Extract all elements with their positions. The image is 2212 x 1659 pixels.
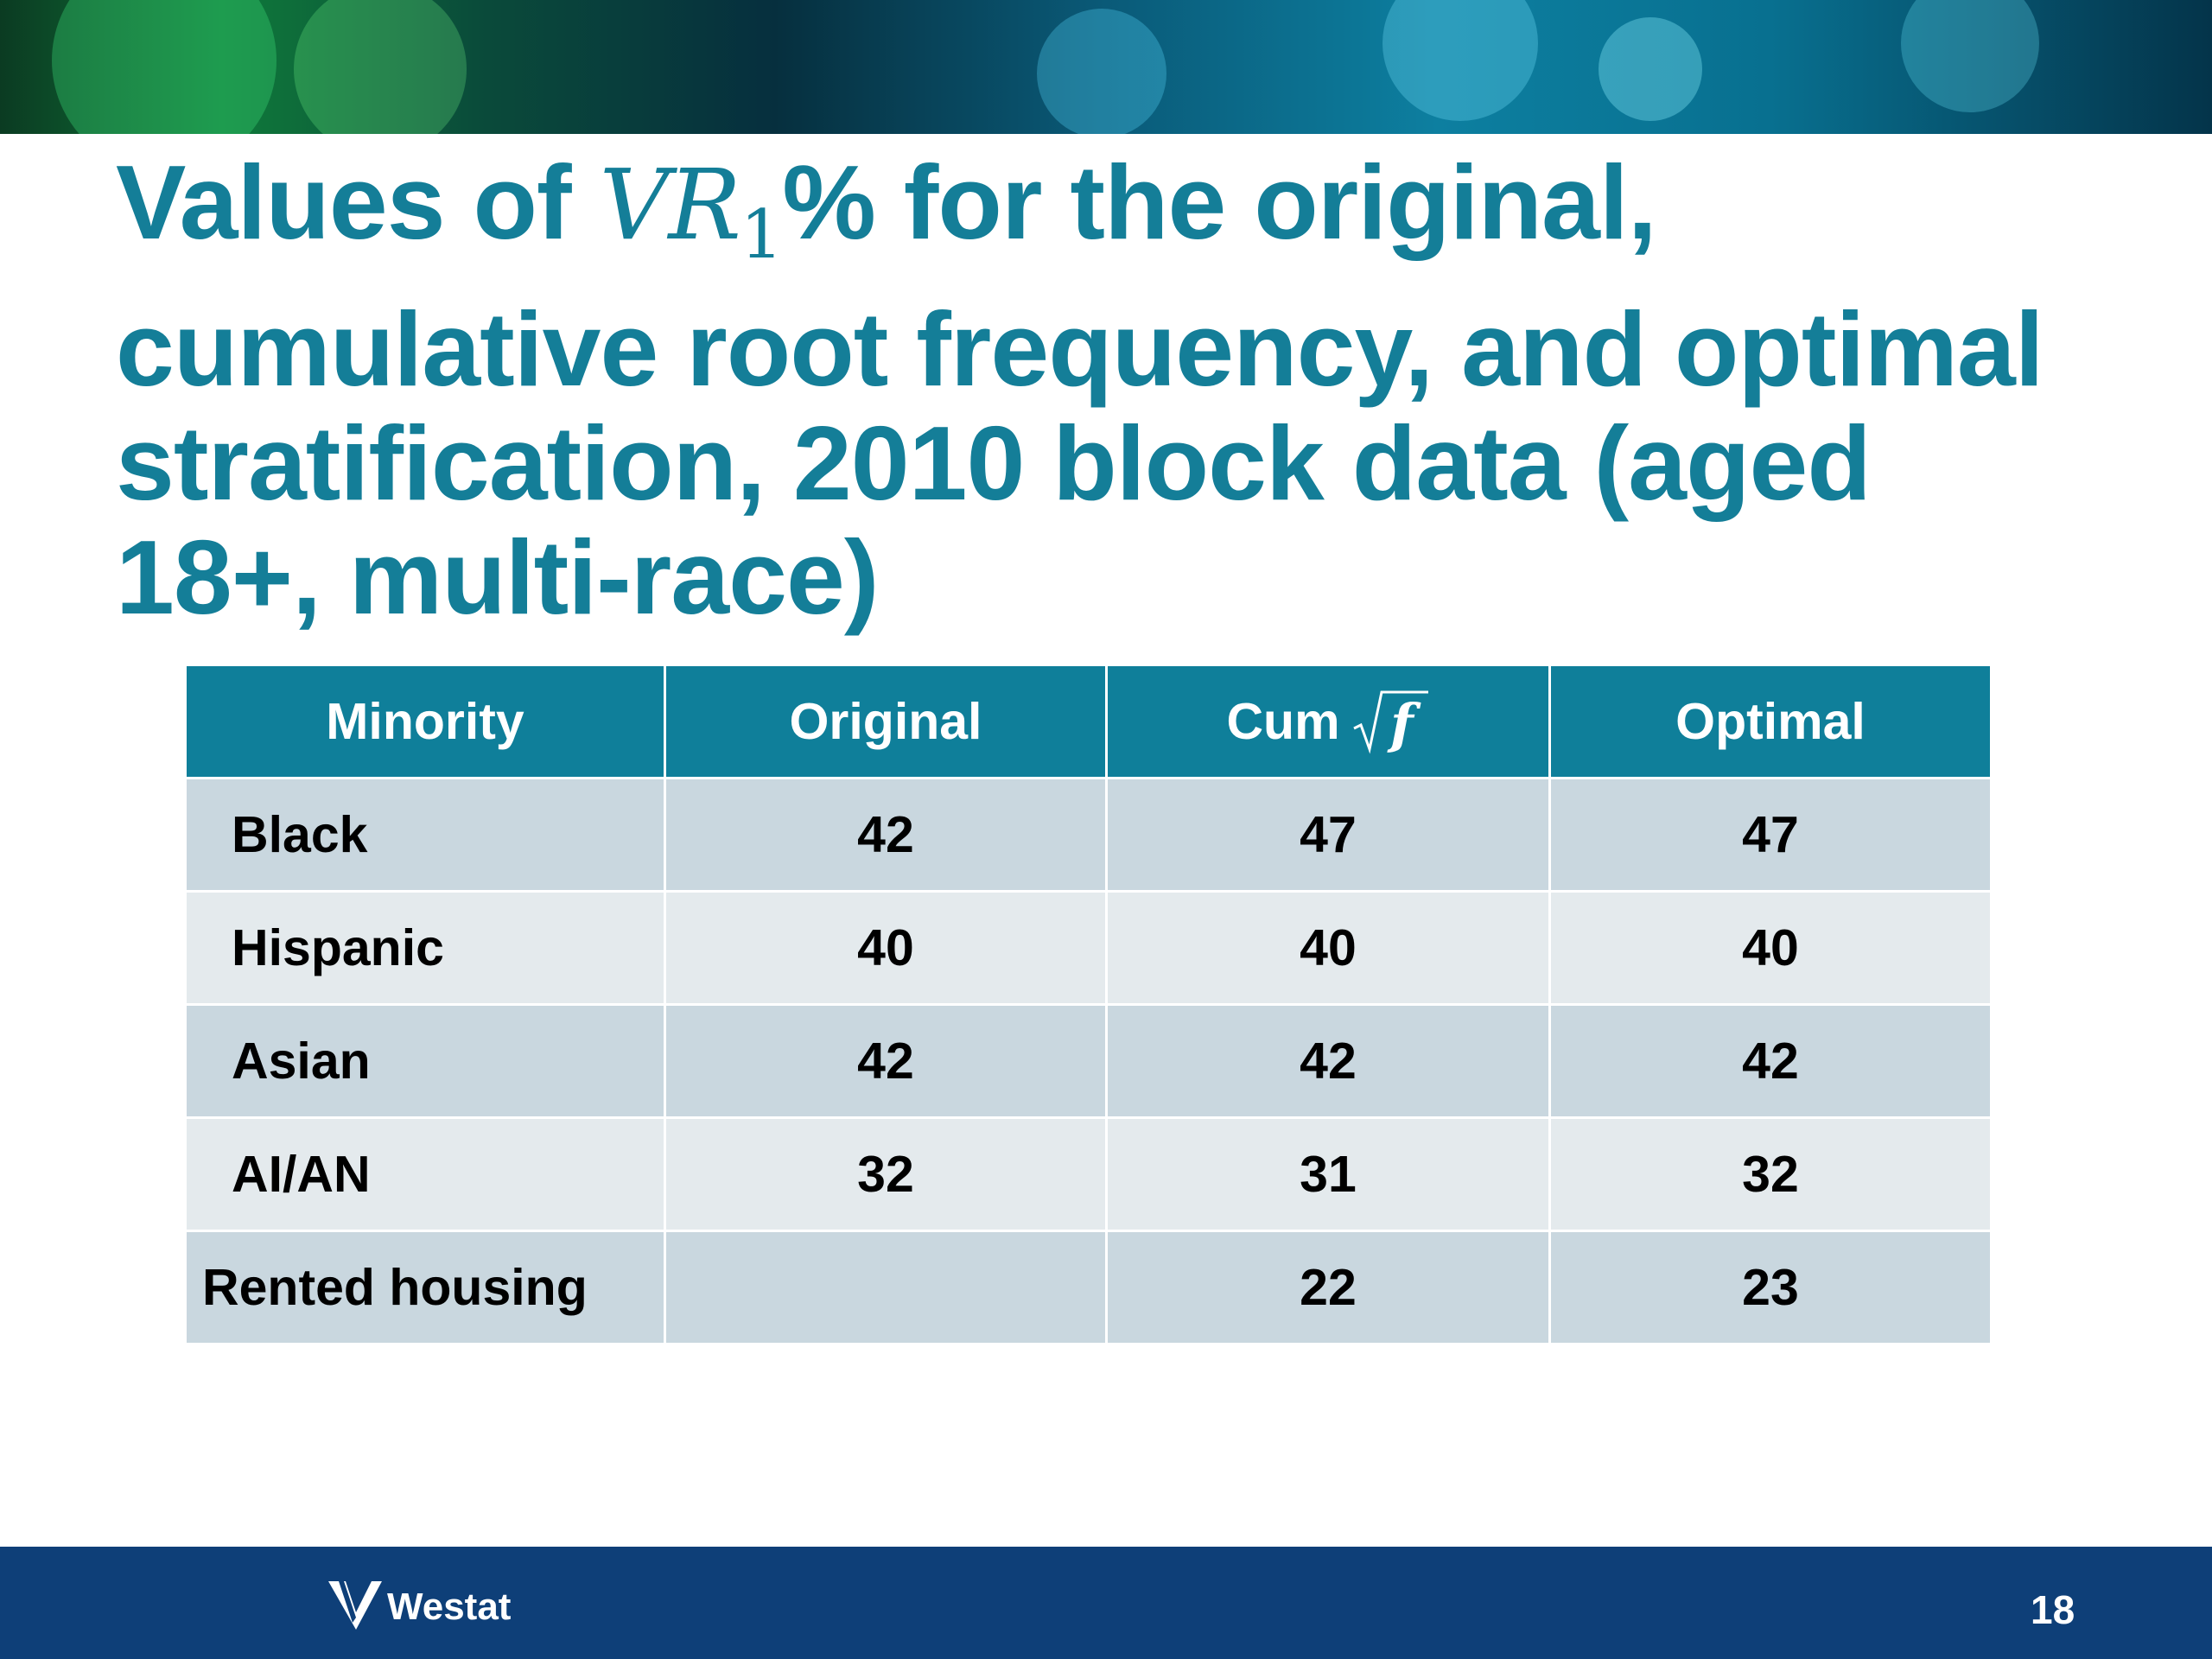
row-label: AI/AN	[187, 1119, 664, 1230]
title-line: stratification, 2010 block data (aged	[116, 406, 2044, 520]
value-cell: 47	[1108, 779, 1548, 890]
row-label: Hispanic	[187, 893, 664, 1003]
value-cell: 42	[666, 779, 1105, 890]
value-cell: 32	[1551, 1119, 1990, 1230]
title-text: % for the original,	[782, 143, 1656, 261]
value-cell: 22	[1108, 1232, 1548, 1343]
value-cell: 23	[1551, 1232, 1990, 1343]
row-label: Rented housing	[187, 1232, 664, 1343]
table: Minority Original Cum f Optimal Black 42 47 47 Hi…	[187, 666, 1990, 1343]
bokeh	[1901, 0, 2039, 112]
title-line: cumulative root frequency, and optimal	[116, 292, 2044, 406]
bokeh	[294, 0, 467, 134]
value-cell: 42	[1108, 1006, 1548, 1116]
title-line: Values of VR1% for the original,	[116, 145, 2044, 292]
header-cell: Optimal	[1551, 666, 1990, 777]
header-text: Cum	[1226, 693, 1340, 750]
page-number: 18	[2031, 1587, 2075, 1632]
value-cell: 32	[666, 1119, 1105, 1230]
value-cell: 42	[666, 1006, 1105, 1116]
row-label: Asian	[187, 1006, 664, 1116]
logo-text: Westat	[387, 1586, 512, 1628]
value-cell: 31	[1108, 1119, 1548, 1230]
value-cell: 40	[666, 893, 1105, 1003]
title-text: 18+, multi-race)	[116, 518, 879, 636]
value-cell: 47	[1551, 779, 1990, 890]
bokeh	[1037, 9, 1166, 134]
value-cell	[666, 1232, 1105, 1343]
header-cell: Cum f	[1108, 666, 1548, 777]
title-line: 18+, multi-race)	[116, 520, 2044, 634]
row-label: Black	[187, 779, 664, 890]
value-cell: 40	[1108, 893, 1548, 1003]
title-text: stratification, 2010 block data (aged	[116, 404, 1872, 522]
value-cell: 42	[1551, 1006, 1990, 1116]
title-math: VR1	[599, 149, 784, 274]
title-text: cumulative root frequency, and optimal	[116, 290, 2044, 408]
banner	[0, 0, 2212, 134]
header-cell: Minority	[187, 666, 664, 777]
title-text: Values of	[116, 143, 572, 261]
bokeh	[1599, 17, 1702, 121]
title: Values of VR1% for the original, cumulati…	[116, 145, 2044, 634]
math-f: f	[1387, 692, 1421, 755]
value-cell: 40	[1551, 893, 1990, 1003]
title-subscript: 1	[740, 196, 784, 274]
header-cell: Original	[666, 666, 1105, 777]
logo-mark	[328, 1581, 382, 1630]
sqrt-symbol: f	[1352, 690, 1428, 755]
bokeh	[1382, 0, 1538, 121]
bokeh	[52, 0, 276, 134]
